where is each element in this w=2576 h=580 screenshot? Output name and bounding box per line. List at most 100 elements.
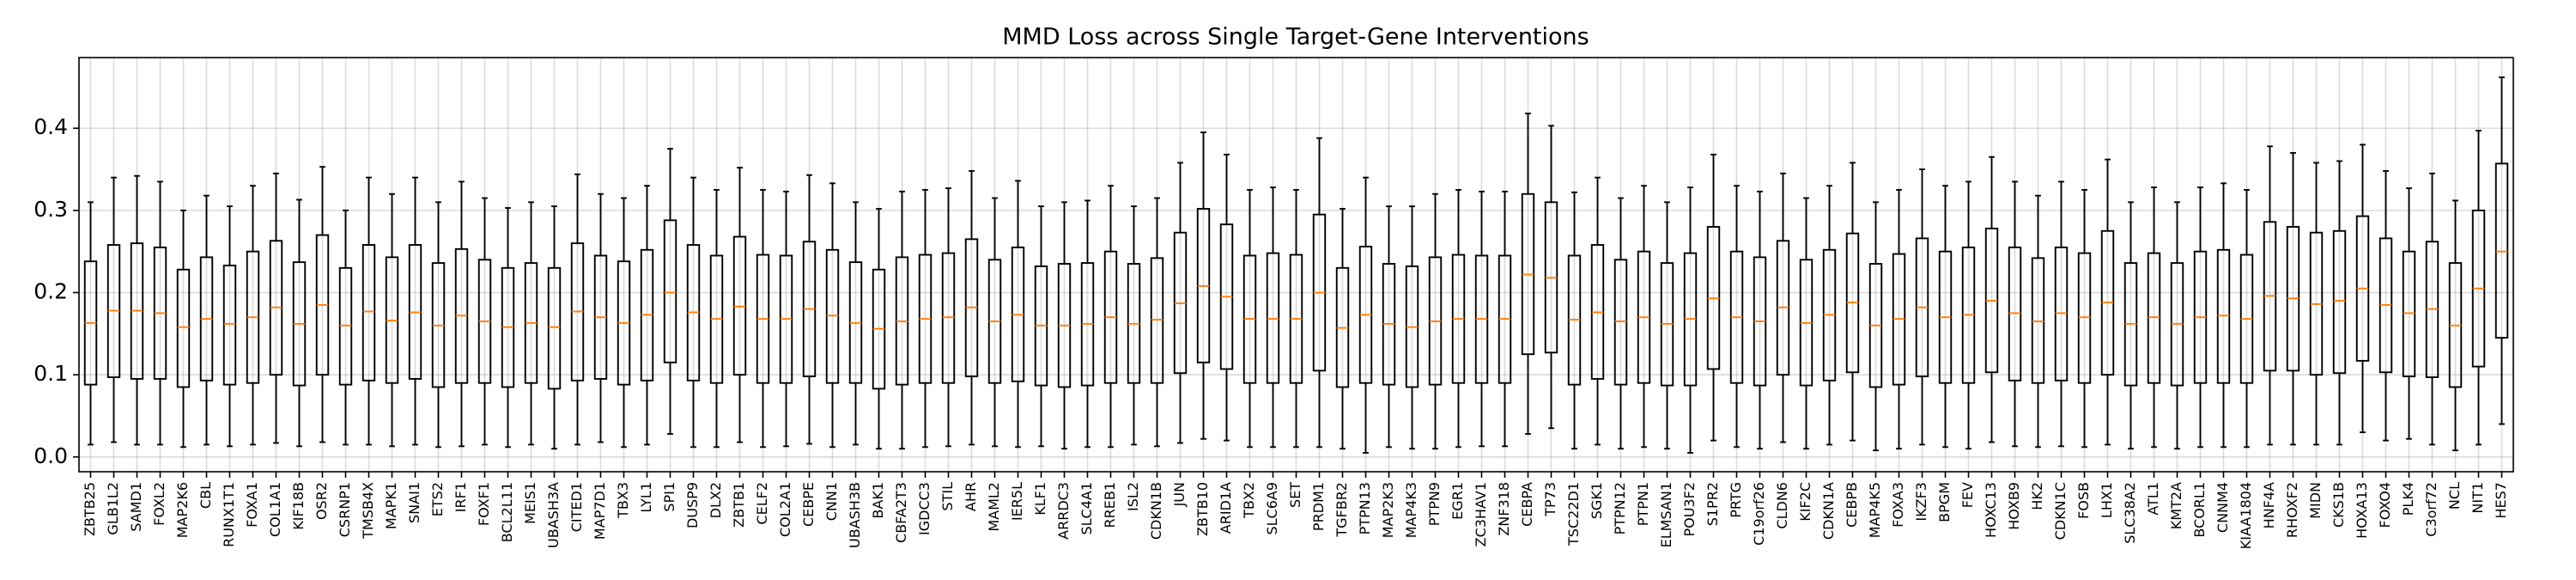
x-tick-label: TP73 <box>1542 482 1558 517</box>
x-tick-label: CBFA2T3 <box>893 482 909 543</box>
x-tick-label: TBX2 <box>1241 482 1257 519</box>
x-tick-label: ZBTB1 <box>731 482 747 528</box>
x-tick-label: FOXA1 <box>244 482 260 528</box>
x-tick-label: HOXC13 <box>1983 482 1999 538</box>
box <box>222 265 237 386</box>
x-tick-label: KIAA1804 <box>2238 482 2254 549</box>
box <box>1266 252 1280 384</box>
x-tick-label: IGDCC3 <box>916 482 933 535</box>
x-tick-label: BCL2L11 <box>499 482 515 542</box>
x-tick-label: MAP2K3 <box>1380 482 1396 538</box>
x-tick-label: CLDN6 <box>1774 482 1790 529</box>
x-tick-label: STIL <box>939 482 956 511</box>
box <box>2216 248 2231 384</box>
x-tick-label: S1PR2 <box>1704 482 1721 526</box>
x-tick-label: KLF1 <box>1032 482 1048 516</box>
x-tick-label: IRF1 <box>453 482 469 512</box>
x-tick-label: NCL <box>2446 482 2463 510</box>
x-tick-label: CDKN1C <box>2052 482 2069 540</box>
x-tick-label: NIT1 <box>2470 482 2486 514</box>
x-tick-label: PTPN1 <box>1635 482 1651 526</box>
x-tick-label: ARID1A <box>1218 482 1234 534</box>
box <box>338 266 353 386</box>
x-tick-label: ATL1 <box>2145 482 2161 516</box>
x-tick-label: CNN1 <box>823 482 840 521</box>
x-tick-label: PLK4 <box>2400 482 2416 516</box>
box <box>2008 246 2022 382</box>
x-tick-label: CKS1B <box>2330 482 2347 528</box>
box <box>732 235 747 376</box>
x-tick-label: C19orf26 <box>1751 482 1767 546</box>
box <box>2494 162 2509 339</box>
x-tick-label: FOXA3 <box>1890 482 1906 528</box>
x-tick-label: FEV <box>1959 482 1976 508</box>
x-tick-label: ZBTB10 <box>1194 482 1211 536</box>
box <box>1613 259 1628 386</box>
x-tick-label: CBL <box>197 482 214 509</box>
x-tick-label: ELMSAN1 <box>1658 482 1674 547</box>
box <box>1150 257 1164 384</box>
x-tick-label: CITED1 <box>568 482 585 532</box>
x-tick-label: MEIS1 <box>522 482 538 524</box>
box <box>176 268 191 388</box>
x-tick-label: CEBPB <box>1844 482 1860 528</box>
x-tick-label: UBASH3A <box>545 482 562 548</box>
x-tick-label: BCORL1 <box>2191 482 2208 538</box>
y-tick-label: 0.1 <box>33 361 68 386</box>
x-tick-label: TMSB4X <box>360 482 376 540</box>
y-tick-label: 0.4 <box>33 114 68 139</box>
x-tick-label: LHX1 <box>2099 482 2115 518</box>
y-tick-label: 0.2 <box>33 279 68 304</box>
x-tick-label: ZBTB25 <box>82 482 98 536</box>
x-tick-label: MAP7D1 <box>592 482 608 540</box>
x-tick-label: IER5L <box>1009 482 1025 521</box>
x-tick-label: UBASH3B <box>847 482 863 548</box>
x-tick-label: COL1A1 <box>267 482 283 537</box>
box <box>2332 229 2347 375</box>
x-tick-label: BPGM <box>1936 482 1953 522</box>
x-tick-label: ETS2 <box>429 482 446 516</box>
x-tick-label: SAMD1 <box>128 482 144 532</box>
x-tick-label: KMT2A <box>2168 482 2184 529</box>
x-tick-label: DLX2 <box>708 482 724 518</box>
x-tick-label: CSRNP1 <box>337 482 353 537</box>
x-tick-label: MAPK1 <box>383 482 399 529</box>
x-tick-label: SLC6A9 <box>1264 482 1280 535</box>
x-tick-label: TBX3 <box>615 482 631 519</box>
x-tick-label: ARRDC3 <box>1055 482 1072 540</box>
box <box>2402 250 2416 378</box>
x-tick-label: EGR1 <box>1449 482 1466 520</box>
x-tick-label: SLC4A1 <box>1078 482 1095 535</box>
x-tick-label: LYL1 <box>638 482 654 513</box>
x-tick-label: CDKN1B <box>1148 482 1164 540</box>
x-tick-label: FOXL2 <box>151 482 167 526</box>
x-tick-label: RUNX1T1 <box>221 482 237 547</box>
x-tick-label: SET <box>1287 482 1303 508</box>
x-tick-label: HNF4A <box>2261 482 2277 528</box>
x-tick-label: MAP4K3 <box>1403 482 1419 538</box>
x-tick-label: HOXB9 <box>2006 482 2022 530</box>
marks <box>83 76 2509 454</box>
x-tick-label: POU3F2 <box>1681 482 1698 537</box>
box <box>2054 246 2069 382</box>
x-tick-label: CNNM4 <box>2215 482 2231 533</box>
x-tick-label: PRDM1 <box>1310 482 1327 531</box>
box <box>663 219 677 363</box>
x-tick-label: SPI1 <box>661 482 677 512</box>
x-tick-label: ZNF318 <box>1496 482 1512 536</box>
y-tick-label: 0.0 <box>33 443 68 468</box>
x-tick-label: CELF2 <box>754 482 770 525</box>
x-tick-label: ISL2 <box>1125 482 1141 511</box>
x-tick-label: KIF2C <box>1797 482 1814 522</box>
x-tick-label: RREB1 <box>1102 482 1118 528</box>
x-tick-label: TSC22D1 <box>1565 482 1582 546</box>
box <box>2077 252 2092 384</box>
box <box>361 244 376 382</box>
x-tick-label: PTPN12 <box>1612 482 1628 534</box>
x-tick-label: HES7 <box>2493 482 2509 518</box>
x-tick-label: BAK1 <box>870 482 886 519</box>
x-tick-label: GLB1L2 <box>105 482 121 535</box>
x-tick-label: CEBPE <box>800 482 817 527</box>
x-tick-label: CDKN1A <box>1820 482 1837 540</box>
